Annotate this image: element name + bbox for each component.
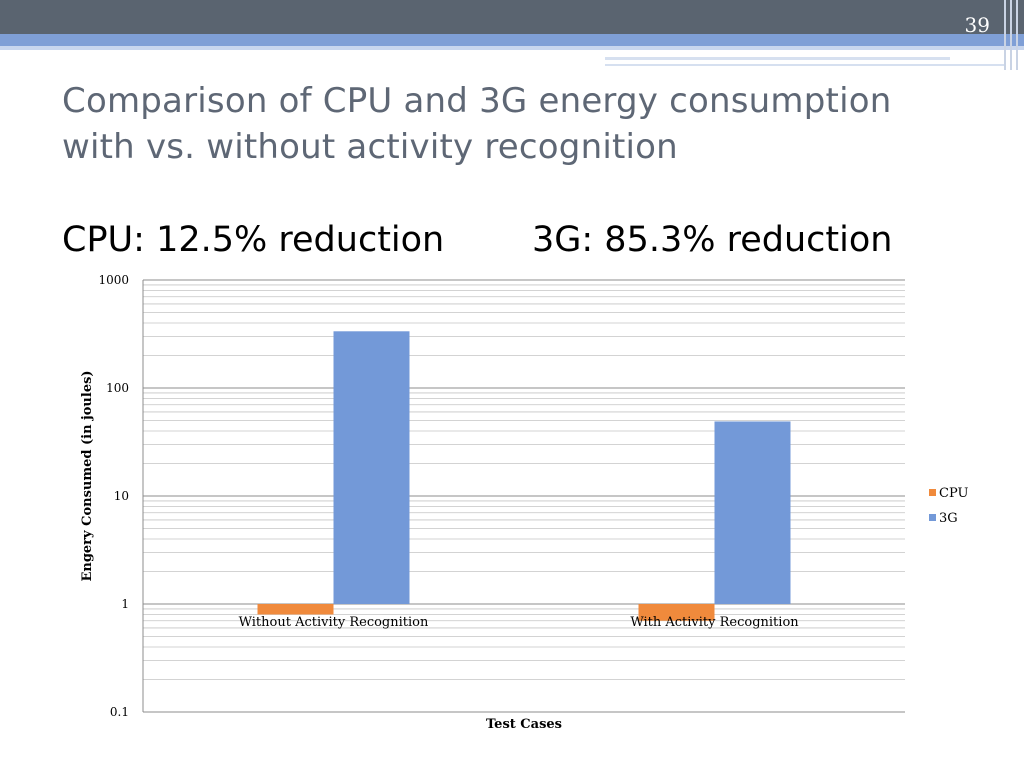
energy-bar-chart: 0.1 1 10 100 1000 Without Activity Recogniti…: [80, 273, 968, 732]
header-decor-vline: [1016, 0, 1018, 70]
slide-title: Comparison of CPU and 3G energy consumpt…: [62, 78, 962, 170]
3g-reduction-note: 3G: 85.3% reduction: [532, 220, 893, 260]
legend-swatch-3g: [929, 514, 936, 521]
slide-title-line-1: Comparison of CPU and 3G energy consumpt…: [62, 81, 892, 121]
header-decor-vline: [1010, 0, 1012, 70]
header-decor-line: [605, 57, 950, 60]
y-tick-label: 0.1: [110, 705, 129, 719]
bar-3g-1: [333, 331, 410, 604]
chart-legend: CPU 3G: [929, 486, 968, 526]
header-decor-vline: [1004, 0, 1006, 70]
y-tick-label: 1000: [98, 273, 129, 287]
page-number: 39: [964, 13, 990, 37]
bar-cpu-2: [638, 604, 715, 621]
x-category-label: Without Activity Recognition: [239, 615, 429, 630]
header-accent-strip: [0, 46, 1024, 50]
y-tick-labels: 0.1 1 10 100 1000: [98, 273, 129, 719]
legend-swatch-cpu: [929, 489, 936, 496]
chart-bars: [257, 331, 791, 621]
x-category-label: With Activity Recognition: [630, 615, 799, 630]
bar-cpu-1: [257, 604, 334, 615]
bar-3g-2: [714, 421, 791, 604]
x-category-labels: Without Activity Recognition With Activit…: [239, 615, 800, 630]
y-tick-label: 1: [121, 597, 129, 611]
y-tick-label: 10: [114, 489, 129, 503]
cpu-reduction-note: CPU: 12.5% reduction: [62, 220, 445, 260]
legend-label-cpu: CPU: [939, 486, 968, 501]
chart-gridlines: [143, 279, 905, 713]
header-accent-bar: [0, 34, 1024, 46]
header-decor-line: [605, 64, 1005, 66]
x-axis-title: Test Cases: [486, 717, 562, 732]
slide-title-line-2: with vs. without activity recognition: [62, 127, 678, 167]
y-axis-title: Engery Consumed (in joules): [80, 370, 95, 581]
legend-label-3g: 3G: [939, 511, 958, 526]
header-bar: [0, 0, 1024, 34]
y-tick-label: 100: [106, 381, 129, 395]
